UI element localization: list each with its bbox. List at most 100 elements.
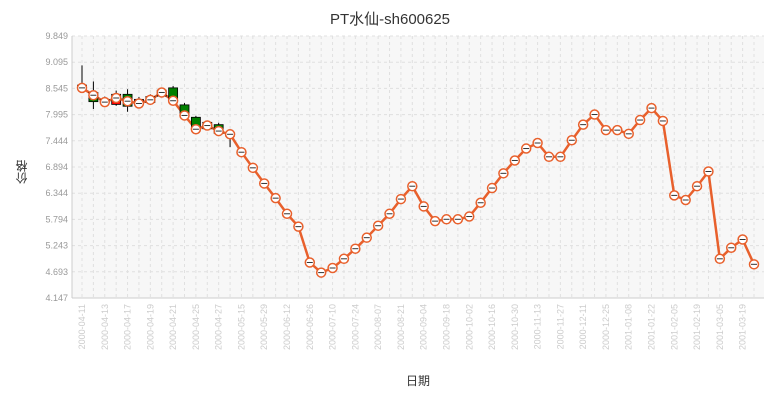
price-marker <box>281 208 293 220</box>
price-marker <box>156 87 167 98</box>
price-marker <box>327 262 338 274</box>
price-marker <box>270 192 281 204</box>
price-marker <box>703 166 714 177</box>
price-marker <box>133 98 145 109</box>
price-marker <box>258 178 270 189</box>
price-marker <box>566 135 578 146</box>
x-tick-label: 2000-11-27 <box>555 304 565 349</box>
x-tick-label: 2001-03-05 <box>715 304 725 350</box>
price-marker <box>202 120 213 131</box>
price-marker <box>236 146 247 158</box>
price-marker <box>407 180 418 192</box>
x-tick-label: 2000-12-11 <box>578 304 588 349</box>
x-tick-label: 2000-11-13 <box>533 304 543 349</box>
price-marker <box>691 180 703 192</box>
price-marker <box>657 115 669 127</box>
price-marker <box>110 92 122 104</box>
x-tick-label: 2001-02-19 <box>692 304 702 350</box>
price-marker <box>623 128 634 140</box>
price-marker <box>247 162 259 174</box>
y-tick-label: 8.545 <box>45 83 68 93</box>
y-axis: 9.849 9.095 8.545 7.995 7.444 6.894 6.344 5.794… <box>45 31 73 303</box>
price-marker <box>429 215 441 227</box>
price-marker <box>532 137 543 149</box>
price-marker <box>315 267 327 278</box>
y-tick-label: 5.243 <box>45 241 68 251</box>
price-marker <box>213 125 224 137</box>
price-markers <box>76 82 760 278</box>
price-marker <box>486 182 498 194</box>
y-tick-label: 4.147 <box>45 293 68 303</box>
price-marker <box>145 94 156 106</box>
price-marker <box>441 214 452 225</box>
x-tick-label: 2000-04-17 <box>123 304 133 350</box>
price-marker <box>372 220 384 231</box>
price-marker <box>167 95 179 106</box>
x-tick-label: 2000-04-19 <box>145 304 155 350</box>
price-marker <box>76 82 88 94</box>
x-tick-label: 2001-02-05 <box>669 304 679 350</box>
price-marker <box>475 197 486 208</box>
x-tick-label: 2001-03-19 <box>738 304 748 350</box>
y-tick-label: 9.849 <box>45 31 68 41</box>
price-marker <box>224 129 236 140</box>
price-marker <box>395 193 407 205</box>
price-marker <box>452 214 464 225</box>
x-tick-label: 2001-01-08 <box>624 304 634 350</box>
x-tick-label: 2000-06-12 <box>282 304 292 350</box>
x-tick-label: 2000-10-16 <box>487 304 497 350</box>
price-marker <box>384 208 395 220</box>
y-tick-label: 4.693 <box>45 267 68 277</box>
price-marker <box>600 124 612 136</box>
x-tick-label: 2000-07-10 <box>328 304 338 350</box>
x-tick-label: 2000-08-07 <box>373 304 383 350</box>
price-marker <box>350 243 361 254</box>
price-marker <box>634 114 646 126</box>
x-tick-label: 2000-05-29 <box>259 304 269 350</box>
y-tick-label: 9.095 <box>45 57 68 67</box>
price-marker <box>338 253 350 265</box>
price-marker <box>88 89 99 101</box>
x-tick-label: 2000-10-02 <box>464 304 474 350</box>
price-marker <box>509 155 521 166</box>
chart-title: PT水仙-sh600625 <box>329 11 451 28</box>
price-marker <box>612 124 623 136</box>
price-marker <box>190 123 202 135</box>
price-marker <box>725 242 737 254</box>
x-tick-label: 2000-05-15 <box>236 304 246 350</box>
x-tick-label: 2000-04-27 <box>214 304 224 350</box>
x-tick-label: 2000-09-04 <box>419 304 429 350</box>
y-tick-label: 7.995 <box>45 110 68 120</box>
price-marker <box>498 168 509 179</box>
price-marker <box>293 221 304 232</box>
x-tick-label: 2001-01-22 <box>646 304 656 350</box>
x-tick-label: 2000-06-26 <box>305 304 315 350</box>
x-tick-label: 2000-12-25 <box>601 304 611 350</box>
y-tick-label: 5.794 <box>45 214 68 224</box>
x-tick-label: 2000-04-13 <box>100 304 110 350</box>
price-marker <box>304 257 316 268</box>
x-tick-label: 2000-08-21 <box>396 304 406 350</box>
price-marker <box>122 95 133 107</box>
price-marker <box>714 253 726 265</box>
price-marker <box>520 143 532 154</box>
x-tick-label: 2000-04-25 <box>191 304 201 350</box>
x-tick-label: 2000-09-18 <box>441 304 451 350</box>
x-axis: 2000-04-11 2000-04-13 2000-04-17 2000-04-19… <box>72 297 764 350</box>
price-marker <box>179 110 190 121</box>
price-marker <box>680 194 691 206</box>
x-tick-label: 2000-04-11 <box>77 304 87 349</box>
price-marker <box>464 211 475 222</box>
x-tick-label: 2000-04-21 <box>168 304 178 350</box>
price-marker <box>361 232 372 243</box>
price-marker <box>589 109 600 120</box>
x-tick-label: 2000-10-30 <box>510 304 520 350</box>
price-marker <box>418 201 429 212</box>
x-axis-label: 日期 <box>405 374 430 388</box>
price-marker <box>99 96 111 108</box>
price-marker <box>543 151 555 163</box>
x-tick-label: 2000-07-24 <box>350 304 360 350</box>
price-marker <box>577 119 589 130</box>
y-tick-label: 7.444 <box>45 136 68 146</box>
